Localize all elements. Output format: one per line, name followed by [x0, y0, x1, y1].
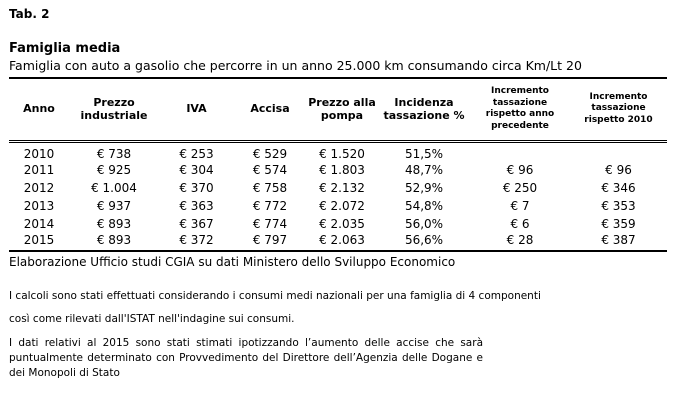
table-number-label: Tab. 2 — [9, 7, 50, 21]
document-page: Tab. 2 Famiglia media Famiglia con auto … — [9, 7, 669, 379]
value-cell: 51,5% — [404, 146, 444, 161]
value-cell: 54,8% — [404, 198, 444, 213]
source-attribution: Elaborazione Ufficio studi CGIA su dati … — [9, 254, 456, 269]
table-row: 2012 € 1.004 € 370 € 758 € 2.132 52,9% € 250 € … — [9, 179, 667, 197]
value-cell: € 925 — [96, 162, 132, 177]
value-cell: € 758 — [252, 180, 288, 195]
column-header: Incidenza tassazione % — [378, 79, 470, 143]
table-row: 2010 € 738 € 253 € 529 € 1.520 51,5% — [9, 141, 667, 161]
value-cell: € 738 — [96, 146, 132, 161]
value-cell: € 367 — [179, 216, 214, 231]
table-row: 2015 € 893 € 372 € 797 € 2.063 56,6% € 28 € 387 — [9, 232, 667, 252]
year-cell: 2015 — [9, 232, 69, 252]
value-cell: 52,9% — [404, 180, 444, 195]
fuel-cost-table: Anno Prezzo industriale IVA Accisa Prezzo al… — [9, 79, 667, 252]
value-cell: 56,6% — [378, 232, 470, 252]
table-row: 2014 € 893 € 367 € 774 € 2.035 56,0% € 6 € 359 — [9, 215, 667, 233]
value-cell: 56,0% — [404, 216, 444, 231]
value-cell: € 893 — [69, 232, 159, 252]
value-cell: € 893 — [96, 216, 132, 231]
column-header: Accisa — [234, 79, 306, 143]
table-body: 2010 € 738 € 253 € 529 € 1.520 51,5% 2011 € 925… — [9, 141, 667, 252]
footnote-line: I calcoli sono stati effettuati consider… — [9, 289, 541, 302]
year-cell: 2014 — [23, 216, 55, 231]
value-cell: 48,7% — [404, 162, 444, 177]
value-cell: € 96 — [605, 162, 632, 177]
value-cell: € 250 — [502, 180, 538, 195]
value-cell: € 359 — [601, 216, 636, 231]
column-header: Incremento tassazione rispetto anno prec… — [470, 79, 570, 143]
value-cell: € 370 — [179, 180, 214, 195]
value-cell: € 96 — [506, 162, 534, 177]
value-cell: € 574 — [252, 162, 288, 177]
value-cell: € 353 — [601, 198, 636, 213]
column-header: Prezzo industriale — [69, 79, 159, 143]
value-cell: € 1.004 — [91, 180, 137, 195]
value-cell: € 2.035 — [319, 216, 365, 231]
value-cell: € 387 — [570, 232, 667, 252]
value-cell: € 346 — [601, 180, 636, 195]
table-subtitle: Famiglia con auto a gasolio che percorre… — [9, 58, 667, 79]
value-cell — [470, 141, 570, 161]
value-cell: € 1.803 — [319, 162, 365, 177]
column-header: Prezzo alla pompa — [306, 79, 378, 143]
value-cell: € 772 — [252, 198, 288, 213]
table-title: Famiglia media — [9, 41, 121, 56]
value-cell: € 2.063 — [306, 232, 378, 252]
table-row: 2011 € 925 € 304 € 574 € 1.803 48,7% € 96 € 96 — [9, 161, 667, 179]
value-cell: € 797 — [234, 232, 306, 252]
year-cell: 2013 — [23, 198, 55, 213]
value-cell: € 937 — [96, 198, 132, 213]
column-header: Anno — [9, 79, 69, 143]
value-cell: € 304 — [179, 162, 214, 177]
value-cell — [570, 141, 667, 161]
value-cell: € 363 — [179, 198, 214, 213]
value-cell: € 529 — [252, 146, 288, 161]
year-cell: 2011 — [23, 162, 55, 177]
table-header-row: Anno Prezzo industriale IVA Accisa Prezzo al… — [9, 79, 667, 143]
value-cell: € 253 — [179, 146, 214, 161]
value-cell: € 774 — [252, 216, 288, 231]
footnote-2015-estimate: I dati relativi al 2015 sono stati stima… — [9, 336, 483, 379]
value-cell: € 6 — [510, 216, 530, 231]
value-cell: € 7 — [510, 198, 530, 213]
year-cell: 2012 — [23, 180, 55, 195]
footnote-consumption: I calcoli sono stati effettuati consider… — [9, 290, 669, 325]
value-cell: € 372 — [159, 232, 234, 252]
value-cell: € 28 — [470, 232, 570, 252]
value-cell: € 2.072 — [319, 198, 365, 213]
footnote-line: così come rilevati dall'ISTAT nell'indag… — [9, 312, 295, 325]
value-cell: € 1.520 — [319, 146, 365, 161]
column-header: IVA — [159, 79, 234, 143]
column-header: Incremento tassazione rispetto 2010 — [570, 79, 667, 143]
table-row: 2013 € 937 € 363 € 772 € 2.072 54,8% € 7 € 353 — [9, 197, 667, 215]
year-cell: 2010 — [23, 146, 55, 161]
value-cell: € 2.132 — [319, 180, 365, 195]
